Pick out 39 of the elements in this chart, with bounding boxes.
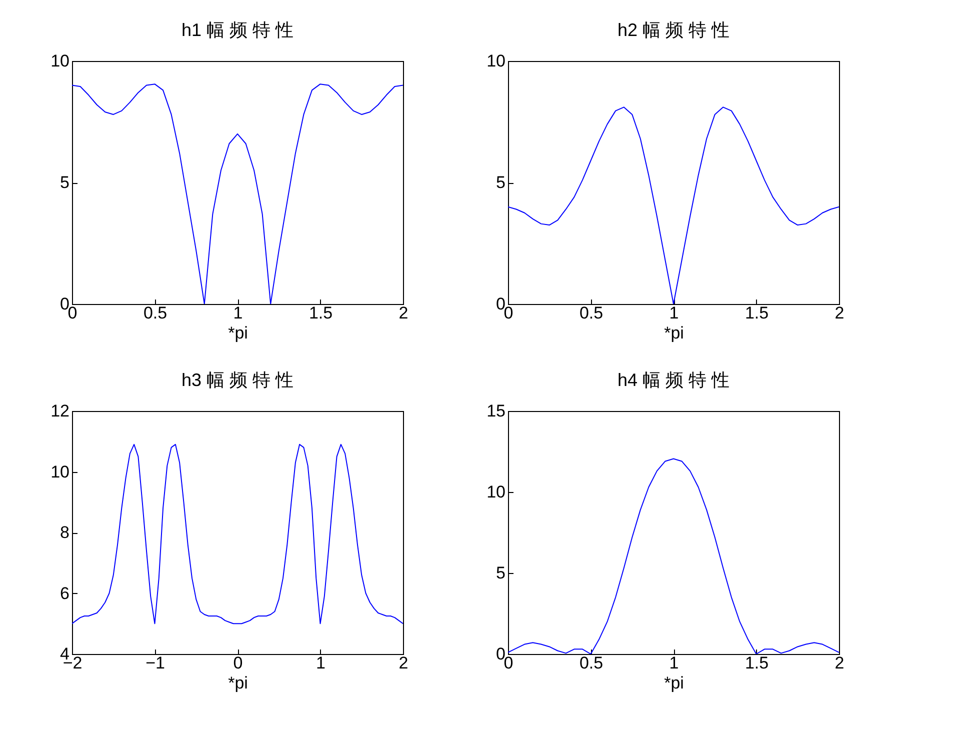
x-tick-label: 0 bbox=[233, 654, 243, 672]
y-tick-label: 10 bbox=[50, 462, 70, 482]
y-tick-label: 5 bbox=[496, 564, 506, 582]
chart-title: h1 幅 频 特 性 bbox=[181, 20, 294, 40]
x-axis-title: *pi bbox=[664, 324, 684, 342]
y-tick-label: 10 bbox=[50, 52, 70, 70]
x-tick-label: 0.5 bbox=[143, 304, 168, 322]
chart-title: h4 幅 频 特 性 bbox=[617, 370, 730, 390]
x-tick-label: 0.5 bbox=[579, 304, 604, 322]
x-tick-label: 0.5 bbox=[579, 654, 604, 672]
y-tick-label: 5 bbox=[496, 173, 506, 192]
x-tick-label: 1 bbox=[233, 304, 243, 322]
y-tick-label: 10 bbox=[486, 52, 506, 70]
x-tick-label: 1 bbox=[669, 304, 679, 322]
x-tick-label: 2 bbox=[398, 654, 408, 672]
chart-title: h3 幅 频 特 性 bbox=[181, 370, 294, 390]
line-series bbox=[72, 84, 403, 304]
x-tick-label: 2 bbox=[398, 304, 408, 322]
y-tick-label: 15 bbox=[486, 402, 506, 420]
x-tick-label: 2 bbox=[834, 654, 844, 672]
x-axis-title: *pi bbox=[228, 324, 248, 342]
x-tick-label: 1.5 bbox=[744, 654, 769, 672]
line-series bbox=[508, 106, 839, 304]
line-series bbox=[72, 444, 403, 624]
line-series bbox=[508, 458, 839, 654]
x-tick-label: 1 bbox=[316, 654, 326, 672]
x-axis-title: *pi bbox=[664, 674, 684, 692]
y-tick-label: 12 bbox=[50, 402, 70, 420]
x-axis-title: *pi bbox=[228, 674, 248, 692]
x-tick-label: 1.5 bbox=[744, 304, 769, 322]
y-tick-label: 6 bbox=[60, 584, 70, 603]
x-tick-label: 1 bbox=[669, 654, 679, 672]
chart-title: h2 幅 频 特 性 bbox=[617, 20, 730, 40]
y-tick-label: 5 bbox=[60, 173, 70, 192]
x-tick-label: 2 bbox=[834, 304, 844, 322]
y-tick-label: 10 bbox=[486, 482, 506, 502]
x-tick-label: 1.5 bbox=[308, 304, 333, 322]
y-tick-label: 8 bbox=[60, 523, 70, 542]
x-tick-label: −1 bbox=[146, 654, 165, 672]
